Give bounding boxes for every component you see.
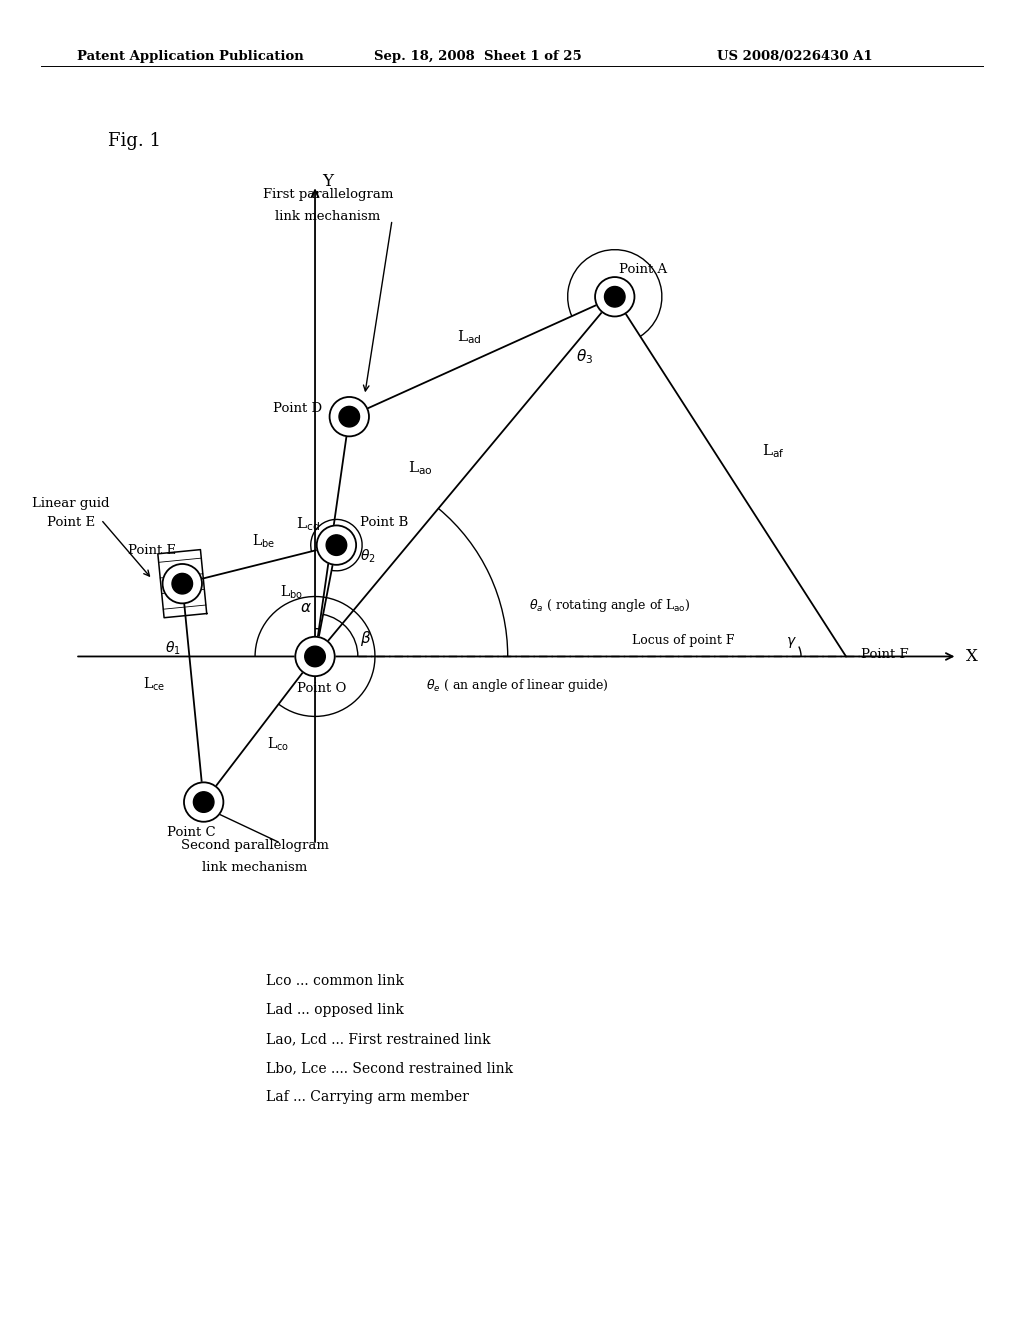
Circle shape [339,407,359,426]
Text: Point C: Point C [167,826,215,840]
Text: $\theta_3$: $\theta_3$ [577,347,594,366]
Text: L$_{\rm ad}$: L$_{\rm ad}$ [457,329,481,346]
Text: link mechanism: link mechanism [275,210,381,223]
Text: Fig. 1: Fig. 1 [108,132,161,150]
Circle shape [163,564,202,603]
Text: Y: Y [322,173,333,190]
Text: Point E: Point E [47,516,95,529]
Text: Lco ... common link: Lco ... common link [266,974,404,989]
Text: L$_{\rm bo}$: L$_{\rm bo}$ [281,583,303,601]
Text: Point D: Point D [272,403,322,416]
Text: Sep. 18, 2008  Sheet 1 of 25: Sep. 18, 2008 Sheet 1 of 25 [374,50,582,63]
Text: Laf ... Carrying arm member: Laf ... Carrying arm member [266,1090,469,1105]
Text: L$_{\rm ce}$: L$_{\rm ce}$ [143,676,165,693]
Circle shape [327,535,347,556]
Text: L$_{\rm co}$: L$_{\rm co}$ [267,735,289,752]
Text: $\theta_a$ ( rotating angle of L$_{\rm ao}$): $\theta_a$ ( rotating angle of L$_{\rm a… [529,598,691,614]
Text: $\theta_2$: $\theta_2$ [360,548,376,565]
Text: US 2008/0226430 A1: US 2008/0226430 A1 [717,50,872,63]
Text: L$_{\rm cd}$: L$_{\rm cd}$ [296,515,321,533]
Circle shape [316,525,356,565]
Circle shape [330,397,369,437]
Circle shape [184,783,223,822]
Text: $\gamma$: $\gamma$ [786,635,797,651]
Text: X: X [966,648,978,665]
Text: Point O: Point O [297,682,346,696]
Text: link mechanism: link mechanism [203,861,307,874]
Text: $\alpha$: $\alpha$ [300,601,311,615]
Text: L$_{\rm be}$: L$_{\rm be}$ [252,532,275,550]
Text: Linear guid: Linear guid [32,496,110,510]
Circle shape [595,277,635,317]
Circle shape [305,647,326,667]
Circle shape [172,573,193,594]
Text: Locus of point F: Locus of point F [632,635,734,648]
Text: Lad ... opposed link: Lad ... opposed link [266,1003,404,1018]
Text: Lao, Lcd ... First restrained link: Lao, Lcd ... First restrained link [266,1032,490,1047]
Text: L$_{\rm af}$: L$_{\rm af}$ [762,442,784,459]
Text: Second parallelogram: Second parallelogram [181,840,329,853]
Text: Point B: Point B [360,516,409,529]
Text: Point E: Point E [128,544,176,557]
Text: First parallelogram: First parallelogram [263,189,393,201]
Text: L$_{\rm ao}$: L$_{\rm ao}$ [408,459,433,477]
Text: $\theta_1$: $\theta_1$ [165,639,181,656]
Text: $\theta_e$ ( an angle of linear guide): $\theta_e$ ( an angle of linear guide) [426,677,609,694]
Text: Lbo, Lce .... Second restrained link: Lbo, Lce .... Second restrained link [266,1061,513,1076]
Text: Point A: Point A [620,263,668,276]
Circle shape [295,636,335,676]
Circle shape [604,286,625,308]
Text: Patent Application Publication: Patent Application Publication [77,50,303,63]
Text: $\beta$: $\beta$ [359,628,371,648]
Circle shape [194,792,214,812]
Text: Point F: Point F [861,648,909,661]
